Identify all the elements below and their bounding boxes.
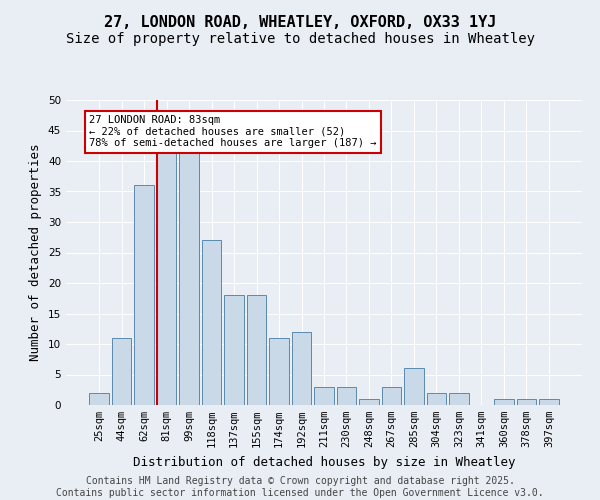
Bar	[539, 399, 559, 405]
X-axis label: Distribution of detached houses by size in Wheatley: Distribution of detached houses by size …	[133, 456, 515, 468]
Bar	[517, 399, 536, 405]
Bar	[157, 149, 176, 405]
Bar	[359, 399, 379, 405]
Bar	[112, 338, 131, 405]
Bar	[269, 338, 289, 405]
Bar	[314, 386, 334, 405]
Bar	[404, 368, 424, 405]
Y-axis label: Number of detached properties: Number of detached properties	[29, 144, 43, 361]
Bar	[292, 332, 311, 405]
Bar	[224, 295, 244, 405]
Text: 27 LONDON ROAD: 83sqm
← 22% of detached houses are smaller (52)
78% of semi-deta: 27 LONDON ROAD: 83sqm ← 22% of detached …	[89, 116, 376, 148]
Bar	[134, 186, 154, 405]
Bar	[382, 386, 401, 405]
Text: Size of property relative to detached houses in Wheatley: Size of property relative to detached ho…	[65, 32, 535, 46]
Bar	[449, 393, 469, 405]
Bar	[247, 295, 266, 405]
Bar	[337, 386, 356, 405]
Text: 27, LONDON ROAD, WHEATLEY, OXFORD, OX33 1YJ: 27, LONDON ROAD, WHEATLEY, OXFORD, OX33 …	[104, 15, 496, 30]
Bar	[89, 393, 109, 405]
Bar	[202, 240, 221, 405]
Bar	[494, 399, 514, 405]
Text: Contains HM Land Registry data © Crown copyright and database right 2025.
Contai: Contains HM Land Registry data © Crown c…	[56, 476, 544, 498]
Bar	[427, 393, 446, 405]
Bar	[179, 149, 199, 405]
